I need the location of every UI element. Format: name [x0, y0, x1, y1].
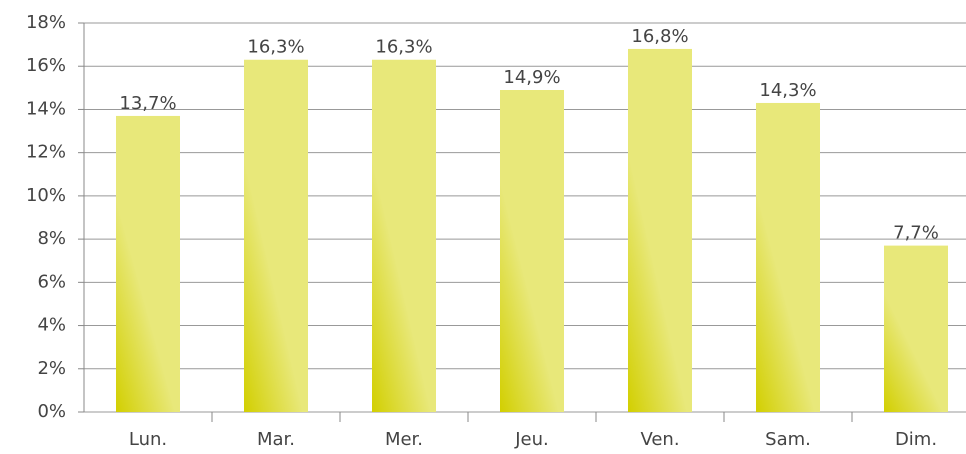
y-tick-label: 8% [37, 228, 66, 249]
y-tick-label: 4% [37, 315, 66, 336]
x-tick-label: Ven. [640, 429, 679, 450]
data-label: 7,7% [893, 223, 939, 244]
y-tick-label: 10% [26, 185, 66, 206]
y-tick-label: 16% [26, 55, 66, 76]
bar [372, 59, 436, 412]
x-tick-label: Mar. [257, 429, 295, 450]
data-label: 16,8% [631, 26, 688, 47]
bar [756, 102, 820, 412]
x-tick-label: Sam. [765, 429, 811, 450]
x-tick-label: Jeu. [514, 429, 549, 450]
y-tick-label: 14% [26, 98, 66, 119]
y-tick-label: 12% [26, 142, 66, 163]
bar [116, 115, 180, 412]
x-tick-label: Lun. [129, 429, 167, 450]
data-label: 14,3% [759, 80, 816, 101]
x-tick-label: Dim. [895, 429, 937, 450]
bar [244, 59, 308, 412]
bar [500, 89, 564, 412]
y-tick-label: 2% [37, 358, 66, 379]
y-tick-label: 0% [37, 401, 66, 422]
x-tick-label: Mer. [385, 429, 423, 450]
data-label: 14,9% [503, 67, 560, 88]
bar [628, 48, 692, 412]
bar [884, 245, 948, 412]
y-tick-label: 18% [26, 12, 66, 33]
data-label: 13,7% [119, 93, 176, 114]
y-tick-label: 6% [37, 271, 66, 292]
data-label: 16,3% [375, 37, 432, 58]
data-label: 16,3% [247, 37, 304, 58]
